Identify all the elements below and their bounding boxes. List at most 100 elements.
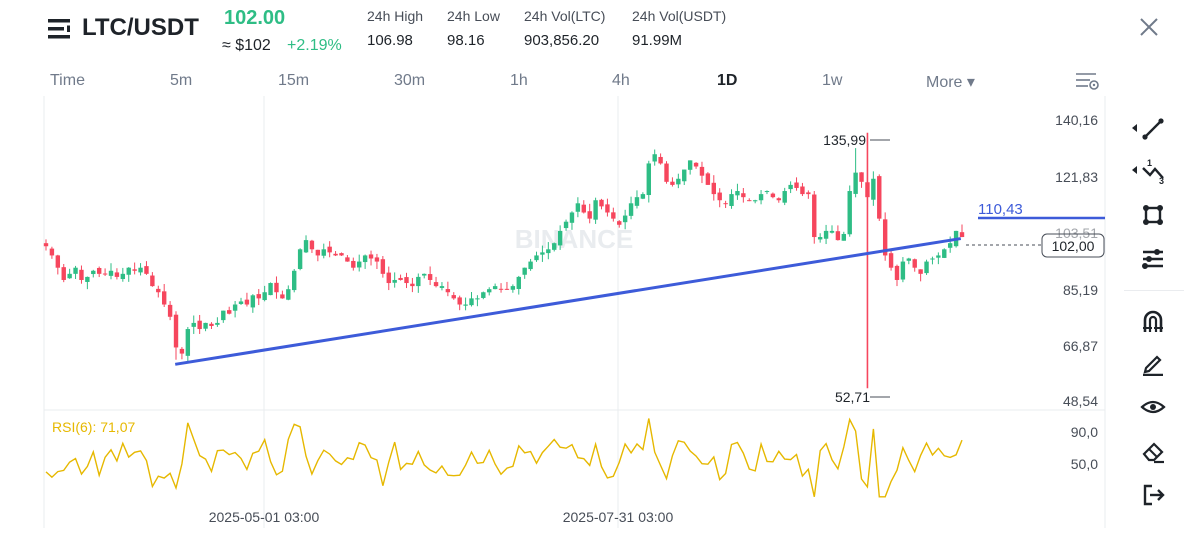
candle-body — [516, 276, 521, 289]
candle-body — [238, 301, 244, 304]
tab-1w[interactable]: 1w — [822, 72, 843, 89]
candle-body — [605, 204, 610, 213]
candle-body — [392, 279, 397, 283]
line-tool-button[interactable] — [1132, 114, 1172, 144]
candle-body — [380, 259, 386, 274]
magnet-icon — [1143, 310, 1163, 332]
rsi-label: RSI(6): 71,07 — [52, 419, 135, 435]
candle-body — [924, 261, 929, 274]
candle-body — [61, 267, 66, 280]
y-tick: 48,54 — [1063, 393, 1098, 409]
low-marker-label: 52,71 — [835, 389, 870, 405]
candle-body — [628, 203, 634, 216]
time-axis: 2025-05-01 03:00 2025-07-31 03:00 — [209, 509, 674, 525]
candle-body — [357, 261, 362, 268]
tab-time[interactable]: Time — [50, 72, 85, 89]
stat-value: 91.99M — [632, 32, 683, 49]
candles — [43, 132, 965, 389]
exit-button[interactable] — [1134, 480, 1172, 510]
tab-1h[interactable]: 1h — [510, 72, 528, 89]
tab-15m[interactable]: 15m — [278, 72, 310, 89]
candle-body — [209, 323, 214, 326]
candle-body — [699, 166, 705, 176]
stat-label: 24h Low — [447, 8, 500, 24]
candle-body — [120, 273, 126, 280]
stat-24h-vol-usdt: 24h Vol(USDT) 91.99M — [632, 8, 726, 49]
close-icon[interactable] — [1138, 16, 1160, 38]
toolbar-divider — [1124, 290, 1184, 291]
candle-body — [280, 294, 285, 299]
y-tick: 85,19 — [1063, 282, 1098, 298]
price-chart[interactable]: BINANCE 110,43 135,99 52,71 102,00 140,1… — [0, 96, 1120, 536]
line-tool-icon — [1142, 118, 1164, 140]
candle-body — [888, 253, 894, 268]
last-price: 102.00 — [224, 7, 286, 29]
magnet-button[interactable] — [1134, 306, 1172, 336]
candle-body — [351, 260, 356, 268]
tab-1d[interactable]: 1D — [717, 72, 738, 89]
candle-body — [652, 154, 657, 162]
candle-body — [800, 186, 805, 195]
candle-body — [853, 172, 858, 194]
candle-body — [297, 249, 303, 269]
candle-body — [108, 270, 114, 276]
candle-body — [817, 237, 823, 240]
candle-body — [510, 286, 516, 290]
pencil-button[interactable] — [1134, 348, 1172, 378]
candle-body — [303, 240, 309, 253]
fib-tool-button[interactable]: 1 3 — [1132, 156, 1172, 186]
eraser-button[interactable] — [1134, 436, 1172, 466]
candle-body — [179, 348, 185, 354]
tab-30m[interactable]: 30m — [394, 72, 426, 89]
horizontal-line-label: 110,43 — [978, 201, 1023, 218]
candle-body — [457, 297, 462, 305]
candle-body — [286, 289, 291, 300]
shape-tool-button[interactable] — [1134, 200, 1172, 230]
candle-body — [617, 221, 622, 225]
candle-body — [362, 255, 368, 263]
menu-icon[interactable] — [48, 18, 72, 40]
candle-body — [422, 273, 427, 276]
candle-body — [936, 255, 941, 258]
settings-tool-button[interactable] — [1134, 244, 1172, 274]
candle-body — [788, 184, 793, 190]
tab-4h[interactable]: 4h — [612, 72, 630, 89]
candle-body — [829, 230, 835, 233]
candle-body — [770, 193, 776, 198]
price-change: +2.19% — [287, 37, 342, 54]
candle-body — [705, 173, 711, 185]
tab-more[interactable]: More ▾ — [926, 74, 975, 91]
tab-5m[interactable]: 5m — [170, 72, 193, 89]
candle-body — [823, 230, 829, 239]
settings-tool-icon — [1142, 249, 1163, 269]
candle-body — [877, 176, 882, 219]
candle-body — [215, 322, 220, 325]
candle-body — [197, 320, 202, 330]
candle-body — [416, 276, 421, 287]
candle-body — [670, 181, 675, 185]
candle-body — [918, 269, 923, 274]
candle-body — [912, 259, 917, 268]
rsi-line — [45, 417, 963, 498]
candle-body — [812, 194, 817, 238]
candle-body — [244, 299, 250, 305]
trading-pair[interactable]: LTC/USDT — [82, 14, 199, 41]
candle-body — [132, 269, 137, 271]
trendline[interactable] — [174, 237, 962, 366]
candle-body — [646, 163, 651, 196]
chart-settings-icon[interactable] — [1074, 70, 1100, 92]
candle-body — [634, 197, 640, 206]
candle-body — [327, 246, 332, 253]
candle-body — [250, 295, 256, 308]
candle-body — [735, 191, 740, 196]
stat-value: 98.16 — [447, 32, 485, 49]
stat-label: 24h High — [367, 8, 424, 24]
eye-icon — [1140, 400, 1166, 414]
visibility-button[interactable] — [1134, 392, 1172, 422]
candle-body — [835, 231, 841, 241]
candle-body — [658, 156, 663, 164]
timeframe-tabs: Time 5m 15m 30m 1h 4h 1D 1w More ▾ — [0, 66, 1110, 96]
candle-body — [469, 298, 474, 306]
candle-body — [599, 199, 604, 207]
candle-body — [427, 274, 433, 280]
